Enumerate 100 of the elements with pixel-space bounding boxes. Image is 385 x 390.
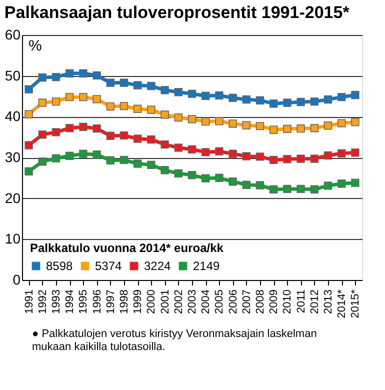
point	[147, 160, 156, 169]
point	[120, 78, 128, 87]
point	[201, 92, 210, 100]
x-tick-label: 1996	[91, 290, 104, 314]
point	[24, 85, 33, 94]
point	[147, 82, 156, 90]
point	[106, 132, 115, 140]
x-tick-label: 2011	[295, 290, 308, 314]
point	[296, 124, 305, 133]
point	[324, 122, 332, 130]
point	[174, 169, 183, 178]
y-tick-label: 60	[4, 26, 21, 42]
point	[310, 185, 319, 194]
x-tick-label: 2008	[254, 290, 266, 314]
point	[160, 110, 169, 119]
x-tick-label: 1991	[23, 290, 36, 314]
point	[269, 185, 278, 194]
point	[65, 69, 74, 78]
point	[228, 120, 237, 128]
point	[79, 122, 88, 131]
point	[337, 180, 346, 188]
legend-label: 5374	[95, 259, 122, 273]
point	[283, 124, 292, 134]
x-tick-label: 2004	[200, 290, 212, 314]
x-tick-label: 2007	[240, 290, 253, 314]
point	[52, 97, 60, 106]
x-tick-label: 2006	[227, 290, 240, 314]
point	[215, 174, 224, 182]
point	[24, 141, 33, 150]
point	[269, 156, 278, 164]
legend-label: 3224	[144, 259, 172, 273]
point	[188, 90, 196, 98]
point	[310, 154, 319, 163]
point	[215, 147, 224, 156]
point	[160, 86, 169, 94]
x-tick-label: 1997	[104, 290, 117, 314]
point	[133, 160, 142, 168]
x-tick-label: 2000	[146, 290, 158, 314]
point	[147, 106, 156, 114]
legend-title: Palkkatulo vuonna 2014* euroa/kk	[30, 241, 224, 255]
point	[133, 134, 142, 143]
point	[106, 156, 115, 164]
x-tick-label: 2001	[159, 290, 172, 314]
point	[188, 115, 196, 124]
y-tick-label: 50	[4, 67, 21, 84]
point	[296, 154, 305, 163]
point	[38, 73, 47, 82]
point	[147, 135, 156, 144]
legend-label: 2149	[193, 259, 220, 273]
point	[201, 148, 210, 156]
point	[24, 167, 33, 176]
x-tick-label: 2003	[186, 290, 198, 314]
point	[351, 118, 360, 126]
point	[324, 151, 332, 160]
point	[351, 90, 360, 100]
point	[160, 140, 169, 149]
point	[256, 181, 264, 190]
x-tick-label: 1998	[118, 290, 130, 314]
point	[38, 98, 47, 107]
text: ● Palkkatulojen verotus kiristyy Veronmaksajain laskelman mukaan kaikilla tulotasoilla.	[32, 328, 317, 353]
point	[174, 113, 183, 122]
point	[283, 155, 292, 164]
point	[269, 126, 278, 134]
point	[188, 145, 196, 154]
x-tick-label: 1999	[132, 290, 144, 314]
point	[242, 180, 251, 189]
point	[324, 182, 332, 190]
point	[65, 92, 74, 102]
point	[92, 95, 101, 104]
point	[52, 72, 60, 82]
point	[201, 117, 210, 126]
point	[337, 149, 346, 158]
point	[52, 128, 60, 136]
point	[324, 95, 332, 104]
y-axis-title: %	[28, 38, 42, 54]
point	[92, 71, 101, 80]
point	[106, 78, 115, 87]
x-tick-label: 2009	[268, 290, 280, 314]
point	[228, 150, 237, 158]
x-tick-label: 2002	[172, 290, 185, 314]
point	[242, 95, 251, 104]
x-tick-label: 2010	[282, 290, 294, 314]
point	[215, 117, 224, 126]
point	[242, 152, 251, 160]
point	[92, 124, 101, 133]
y-tick-label: 10	[4, 230, 21, 247]
point	[24, 110, 33, 118]
point	[296, 184, 305, 194]
point	[174, 144, 183, 152]
y-tick-label: 0	[12, 272, 21, 288]
point	[256, 96, 264, 104]
point	[174, 88, 183, 96]
x-tick-label: 1993	[50, 290, 62, 314]
x-tick-label: 1994	[64, 290, 76, 314]
point	[201, 174, 210, 182]
y-tick-label: 40	[4, 108, 21, 124]
point	[120, 156, 128, 164]
point	[38, 130, 47, 139]
y-tick-label: 20	[4, 190, 21, 206]
x-tick-label: 1992	[36, 290, 49, 314]
